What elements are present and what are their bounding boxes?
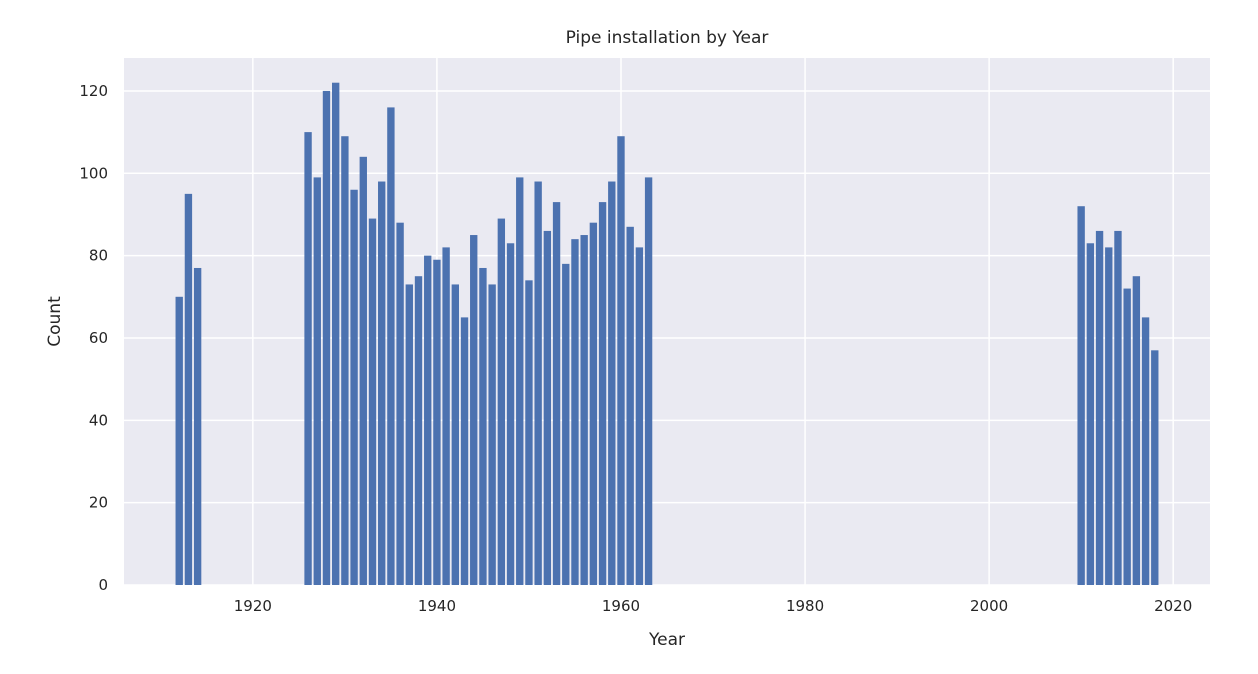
bar-1947 xyxy=(497,218,506,585)
bar-1941 xyxy=(442,247,450,585)
bar-1931 xyxy=(350,189,358,585)
bar-1936 xyxy=(396,222,404,585)
bar-2017 xyxy=(1141,317,1150,585)
chart-title: Pipe installation by Year xyxy=(566,28,769,48)
bar-1935 xyxy=(387,107,395,585)
bar-1945 xyxy=(479,267,487,585)
y-tick-label: 80 xyxy=(89,247,108,265)
y-axis-label: Count xyxy=(45,296,65,347)
bar-1955 xyxy=(571,239,579,585)
bar-1927 xyxy=(313,177,321,585)
x-axis-label: Year xyxy=(648,630,685,650)
bar-1953 xyxy=(552,202,561,585)
bar-1930 xyxy=(341,136,349,585)
bar-1959 xyxy=(608,181,616,585)
bar-1932 xyxy=(359,156,367,585)
x-tick-label: 1940 xyxy=(418,597,456,615)
x-tick-label: 1980 xyxy=(786,597,824,615)
y-tick-label: 0 xyxy=(98,576,108,594)
bar-series xyxy=(175,82,1159,585)
bar-1946 xyxy=(488,284,496,585)
y-tick-label: 20 xyxy=(89,494,108,512)
bar-1963 xyxy=(644,177,653,585)
bar-1962 xyxy=(635,247,644,585)
x-tick-label: 1920 xyxy=(234,597,272,615)
bar-1942 xyxy=(451,284,460,585)
y-tick-label: 60 xyxy=(89,329,108,347)
bar-1934 xyxy=(378,181,386,585)
bar-1938 xyxy=(414,276,423,585)
bar-2012 xyxy=(1095,230,1104,585)
bar-2011 xyxy=(1086,243,1095,585)
bar-2018 xyxy=(1151,350,1159,585)
bar-1944 xyxy=(470,235,478,585)
x-tick-label: 1960 xyxy=(602,597,640,615)
bar-1956 xyxy=(580,235,588,585)
bar-1928 xyxy=(322,90,331,585)
x-tick-label: 2020 xyxy=(1154,597,1192,615)
bar-1948 xyxy=(506,243,515,585)
bar-1912 xyxy=(175,296,183,585)
bar-2015 xyxy=(1123,288,1131,585)
bar-1926 xyxy=(304,132,312,585)
bar-2016 xyxy=(1132,276,1141,585)
bar-1914 xyxy=(193,267,202,585)
x-tick-labels: 1920 1940 1960 1980 2000 2020 xyxy=(234,597,1193,615)
y-tick-label: 40 xyxy=(89,411,108,429)
bar-1949 xyxy=(516,177,524,585)
bar-2010 xyxy=(1077,206,1085,585)
x-tick-label: 2000 xyxy=(970,597,1008,615)
bar-1943 xyxy=(460,317,469,585)
y-tick-label: 100 xyxy=(79,164,108,182)
bar-1957 xyxy=(589,222,598,585)
bar-1954 xyxy=(562,263,570,585)
bar-2014 xyxy=(1114,230,1122,585)
plot-background xyxy=(124,58,1210,585)
bar-1951 xyxy=(534,181,542,585)
bar-2013 xyxy=(1105,247,1113,585)
bar-1929 xyxy=(331,82,340,585)
bar-1933 xyxy=(368,218,377,585)
bar-1960 xyxy=(617,136,625,585)
bar-1913 xyxy=(184,193,193,585)
y-tick-label: 120 xyxy=(79,82,108,100)
bar-1952 xyxy=(543,230,552,585)
bar-1937 xyxy=(405,284,413,585)
bar-1958 xyxy=(598,202,607,585)
bar-1939 xyxy=(424,255,432,585)
bar-1950 xyxy=(525,280,533,585)
bar-1961 xyxy=(626,226,634,585)
bar-1940 xyxy=(433,259,441,585)
y-tick-labels: 0 20 40 60 80 100 120 xyxy=(79,82,108,594)
